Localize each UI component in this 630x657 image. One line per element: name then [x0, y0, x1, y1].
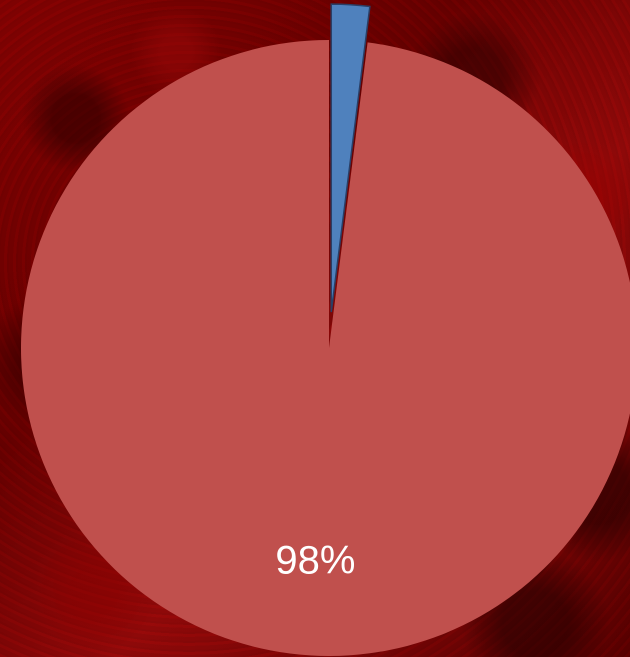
pie-slice-0	[21, 40, 630, 656]
pie-labels: 98%	[275, 539, 355, 583]
pie-data-label-0: 98%	[275, 539, 355, 583]
pie-slice-1	[330, 3, 371, 313]
pie-slices	[21, 3, 630, 656]
